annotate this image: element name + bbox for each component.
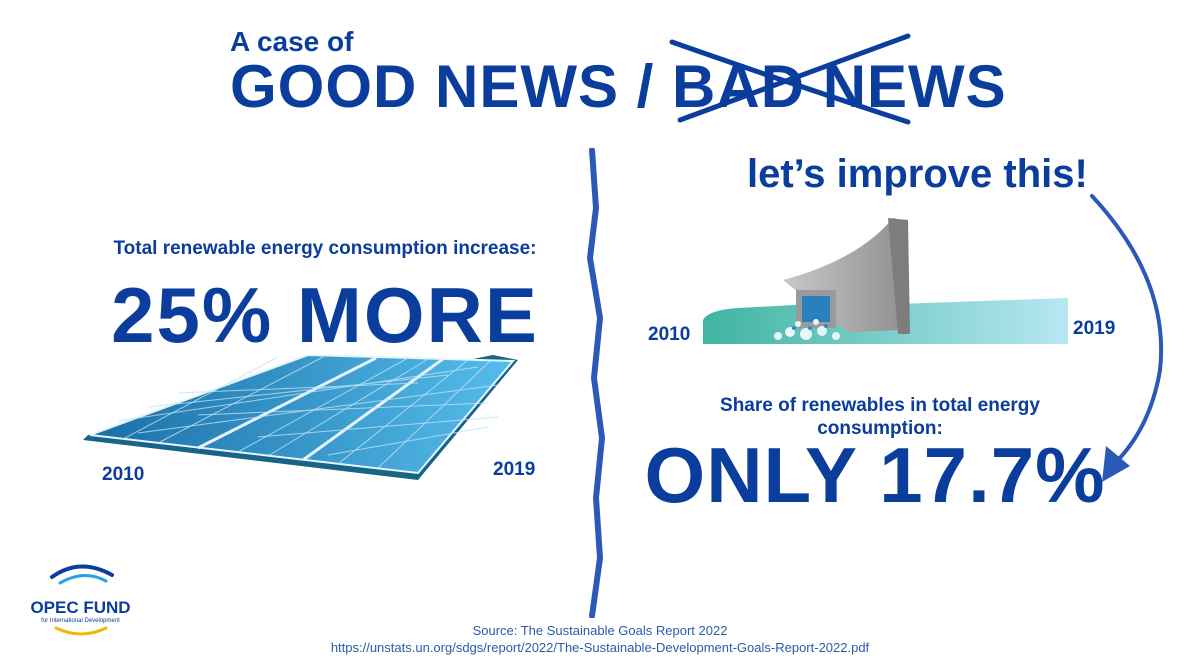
arrow-icon (1090, 194, 1164, 482)
right-headline: ONLY 17.7% (644, 431, 1106, 519)
opec-fund-logo: OPEC FUND for International Development (18, 555, 143, 645)
subtitle: A case of (230, 26, 354, 57)
divider-line (587, 148, 605, 618)
title-bad-news: BAD NEWS (672, 53, 1007, 120)
right-year-end: 2019 (1073, 318, 1116, 339)
left-headline: 25% MORE (111, 271, 539, 359)
left-year-end: 2019 (493, 459, 536, 480)
source-note: Source: The Sustainable Goals Report 202… (0, 622, 1200, 656)
solar-panel-illustration (83, 355, 518, 480)
logo-tagline: for International Development (41, 618, 120, 624)
cross-out-icon (669, 33, 911, 125)
improve-callout: let’s improve this! (747, 152, 1088, 196)
logo-underline-icon (54, 626, 107, 636)
title-good-news: GOOD NEWS / (230, 53, 673, 120)
page-title: GOOD NEWS / BAD NEWS (230, 52, 1007, 121)
logo-name: OPEC FUND (30, 598, 131, 617)
source-url: https://unstats.un.org/sdgs/report/2022/… (330, 640, 870, 655)
source-title: Source: The Sustainable Goals Report 202… (472, 623, 728, 638)
dam-illustration (703, 218, 1068, 344)
right-label: Share of renewables in total energy cons… (720, 395, 1040, 439)
left-label: Total renewable energy consumption incre… (113, 238, 537, 259)
right-year-start: 2010 (648, 324, 691, 345)
left-year-start: 2010 (102, 464, 145, 485)
logo-swoosh-icon (49, 564, 114, 585)
